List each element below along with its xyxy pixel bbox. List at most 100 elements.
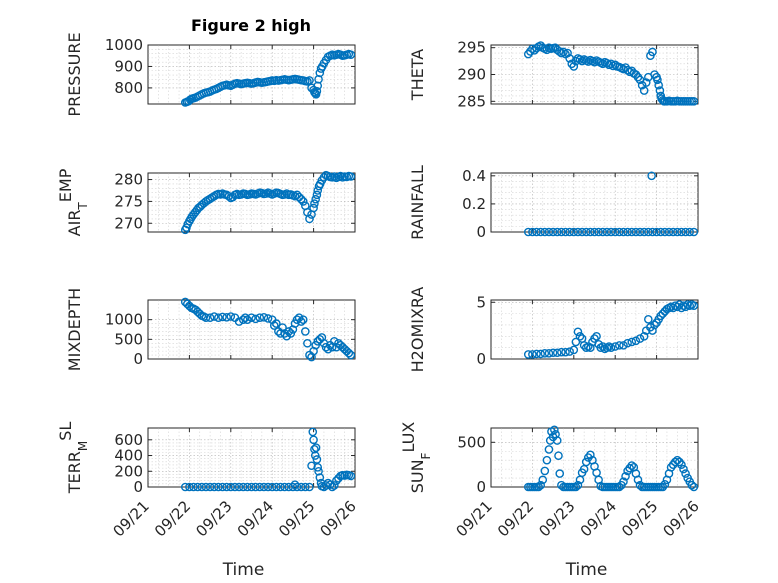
data-point: [639, 86, 649, 95]
data-point: [312, 190, 322, 200]
data-point: [685, 227, 695, 237]
data-point: [689, 97, 699, 106]
data-point: [234, 482, 244, 492]
y-tick-label: 275: [114, 192, 143, 210]
data-point: [272, 319, 281, 328]
data-point: [180, 482, 190, 492]
data-point: [664, 227, 674, 237]
data-point: [648, 227, 657, 237]
data-point: [222, 482, 231, 492]
x-tick-label: 09/25: [275, 497, 318, 540]
data-point: [575, 55, 585, 64]
data-point: [240, 313, 250, 323]
data-point: [536, 227, 545, 237]
y-tick-label: 600: [114, 431, 143, 449]
data-point: [544, 349, 554, 358]
data-point: [689, 482, 699, 492]
y-axis-label: TERRMSL: [56, 422, 91, 495]
data-point: [238, 482, 248, 492]
y-tick-label: 1000: [105, 36, 143, 54]
data-point: [590, 334, 599, 343]
y-tick-label: 200: [114, 462, 143, 480]
data-point: [540, 227, 550, 237]
data-point: [544, 227, 554, 237]
y-axis-label-rest: SL: [56, 422, 75, 441]
data-point: [627, 337, 637, 347]
x-tick-label: 09/24: [577, 497, 620, 540]
data-point: [641, 78, 651, 87]
data-point: [619, 477, 628, 486]
data-point: [639, 227, 649, 237]
y-axis-label: THETA: [408, 49, 427, 101]
data-point: [647, 171, 656, 181]
data-point: [623, 338, 632, 348]
y-tick-label: 800: [114, 79, 143, 97]
x-tick-label: 09/25: [618, 497, 661, 540]
data-point: [193, 482, 202, 492]
data-point: [230, 482, 240, 492]
data-point: [189, 482, 198, 492]
data-point: [321, 342, 331, 352]
data-point: [583, 57, 593, 66]
data-point: [565, 227, 574, 237]
data-point: [310, 451, 320, 460]
data-point: [319, 173, 329, 182]
data-point: [552, 348, 562, 358]
data-point: [310, 199, 319, 208]
data-point: [569, 227, 579, 237]
data-point: [586, 343, 595, 352]
data-point: [308, 427, 318, 437]
data-point: [548, 227, 558, 237]
data-point: [247, 482, 256, 492]
data-point: [569, 345, 579, 355]
data-point: [631, 336, 641, 346]
data-point: [586, 450, 595, 460]
data-point: [557, 227, 566, 237]
data-point: [310, 88, 320, 98]
data-point: [602, 227, 612, 237]
data-point: [652, 227, 661, 237]
data-point: [305, 214, 314, 224]
data-point: [346, 471, 356, 481]
data-point: [619, 341, 628, 350]
data-point: [656, 227, 666, 237]
data-point: [552, 227, 562, 237]
x-tick-label: 09/22: [494, 497, 537, 540]
y-tick-label: 0: [476, 223, 486, 241]
data-point: [267, 482, 277, 492]
data-point: [205, 482, 215, 492]
data-point: [555, 469, 565, 478]
data-point: [577, 56, 587, 66]
data-point: [269, 321, 279, 330]
data-point: [234, 317, 244, 326]
data-point: [255, 313, 265, 323]
data-point: [311, 194, 320, 204]
data-point: [536, 480, 545, 490]
data-point: [209, 312, 219, 321]
data-point: [540, 466, 550, 476]
data-point: [218, 482, 227, 492]
data-point: [305, 76, 314, 85]
data-point: [298, 315, 308, 324]
data-point: [639, 332, 649, 341]
data-point: [633, 475, 643, 485]
data-point: [214, 482, 223, 492]
data-point: [528, 350, 537, 359]
data-point: [561, 227, 570, 237]
data-point: [296, 482, 306, 492]
data-point: [687, 480, 697, 490]
data-point: [305, 482, 314, 492]
data-point: [660, 227, 670, 237]
data-point: [586, 227, 595, 237]
y-tick-label: 290: [457, 66, 486, 84]
data-point: [542, 455, 552, 465]
data-point: [571, 482, 581, 492]
data-point: [668, 227, 678, 237]
data-point: [577, 227, 587, 237]
data-point: [673, 302, 682, 312]
data-point: [312, 455, 322, 464]
data-point: [635, 227, 645, 237]
data-point: [594, 227, 603, 237]
data-point: [590, 57, 599, 67]
data-point: [573, 227, 583, 237]
